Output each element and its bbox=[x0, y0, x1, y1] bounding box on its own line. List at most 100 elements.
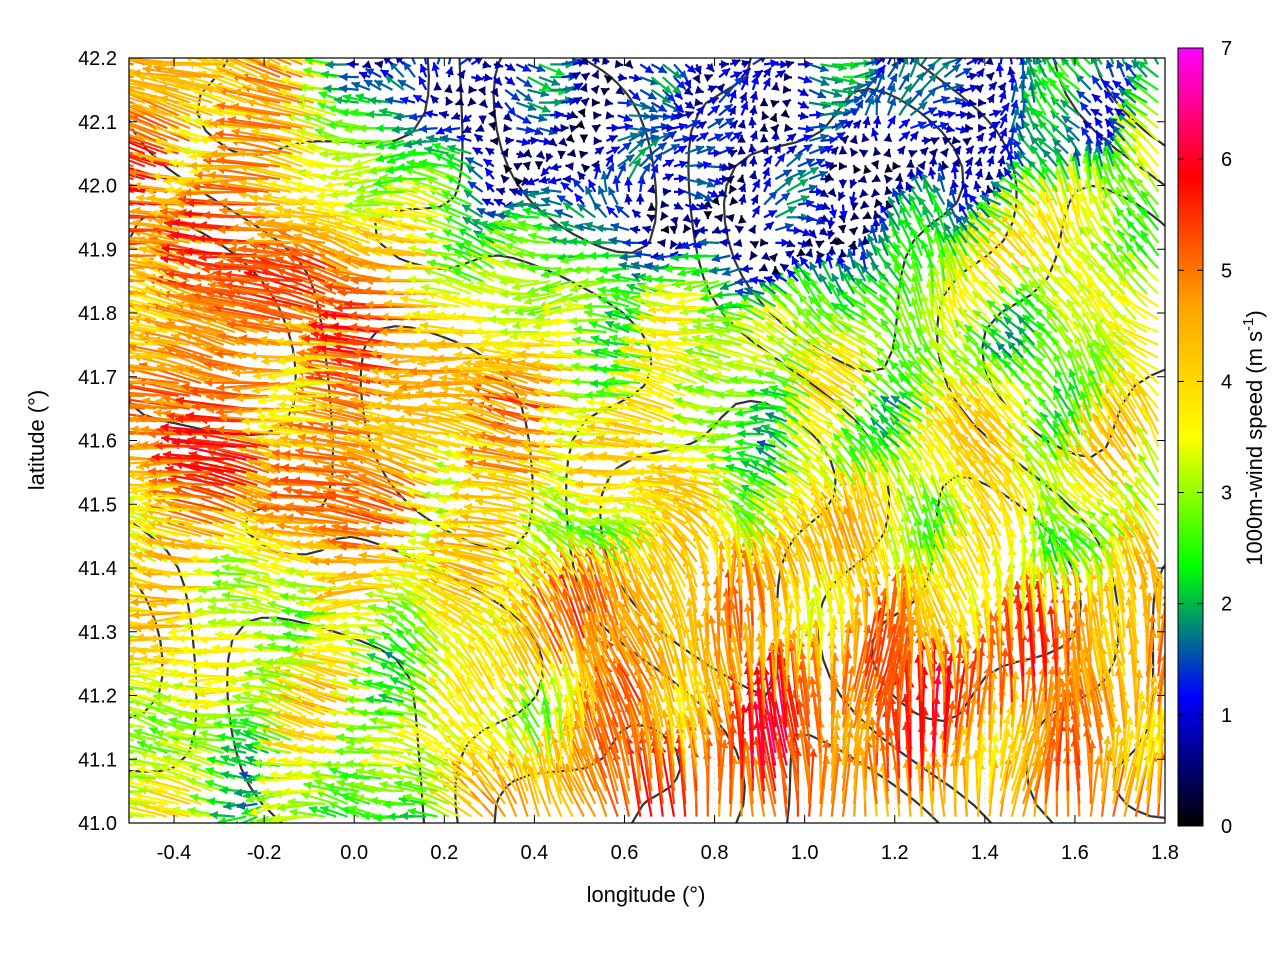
wind-vector bbox=[883, 148, 892, 158]
wind-vector bbox=[728, 149, 738, 158]
wind-vector bbox=[895, 181, 904, 192]
wind-vector bbox=[977, 145, 988, 155]
wind-vector bbox=[129, 280, 134, 283]
wind-vector bbox=[763, 221, 775, 231]
wind-vector bbox=[1066, 133, 1081, 155]
wind-vector bbox=[785, 144, 798, 155]
wind-vector bbox=[129, 407, 134, 410]
wind-vector bbox=[919, 146, 929, 157]
wind-vector bbox=[593, 136, 602, 146]
wind-vector bbox=[206, 756, 236, 767]
wind-vector bbox=[760, 145, 769, 155]
wind-vector bbox=[289, 808, 326, 818]
wind-vector bbox=[493, 198, 506, 207]
wind-vector bbox=[129, 596, 134, 601]
wind-vector bbox=[605, 205, 619, 219]
wind-vector bbox=[819, 739, 831, 804]
wind-vector bbox=[986, 155, 995, 167]
wind-vector bbox=[143, 743, 179, 754]
wind-vectors bbox=[129, 58, 1165, 823]
wind-vector bbox=[673, 174, 687, 183]
wind-vector bbox=[749, 250, 759, 261]
wind-vector bbox=[366, 785, 404, 795]
wind-vector bbox=[985, 171, 994, 181]
wind-vector bbox=[728, 184, 738, 195]
wind-vector bbox=[826, 217, 836, 229]
wind-vector bbox=[303, 781, 337, 793]
wind-vector bbox=[129, 546, 134, 550]
wind-vector bbox=[403, 780, 438, 793]
wind-vector bbox=[738, 183, 747, 193]
wind-vector bbox=[728, 162, 737, 171]
wind-vector bbox=[950, 164, 960, 180]
wind-vector bbox=[129, 483, 134, 487]
wind-vector bbox=[872, 147, 882, 157]
wind-vector bbox=[740, 264, 753, 274]
wind-vector bbox=[129, 356, 134, 359]
wind-vector bbox=[516, 137, 531, 147]
wind-vector bbox=[906, 159, 915, 168]
wind-vector bbox=[964, 156, 974, 167]
wind-vector bbox=[1089, 756, 1102, 817]
wind-vector bbox=[772, 143, 782, 155]
wind-vector bbox=[505, 731, 529, 767]
wind-vector bbox=[540, 165, 551, 177]
wind-vector bbox=[458, 736, 495, 767]
wind-vector bbox=[325, 782, 359, 793]
wind-vector bbox=[871, 174, 881, 183]
wind-vector bbox=[572, 178, 585, 193]
wind-vector bbox=[827, 229, 836, 240]
wind-vector bbox=[928, 191, 946, 218]
wind-vector bbox=[660, 225, 670, 234]
wind-vector bbox=[670, 216, 679, 226]
wind-vector bbox=[988, 129, 998, 142]
wind-vector bbox=[133, 791, 179, 805]
wind-vector bbox=[579, 150, 588, 159]
wind-vector bbox=[642, 225, 652, 234]
wind-vector bbox=[129, 802, 145, 805]
wind-vector bbox=[129, 151, 134, 155]
wind-vector bbox=[958, 202, 968, 218]
wind-vector bbox=[260, 801, 303, 811]
wind-vector bbox=[500, 174, 510, 184]
wind-vector bbox=[576, 171, 587, 181]
wind-vector bbox=[828, 204, 838, 219]
wind-vector bbox=[484, 167, 495, 180]
wind-vector bbox=[129, 343, 134, 346]
wind-vector bbox=[205, 767, 236, 780]
wind-vector bbox=[768, 252, 778, 263]
wind-vector bbox=[673, 187, 687, 197]
wind-vector bbox=[209, 810, 235, 820]
wind-vector bbox=[308, 805, 337, 818]
wind-vector bbox=[562, 174, 573, 184]
wind-vector bbox=[657, 238, 666, 248]
wind-vector bbox=[859, 188, 869, 199]
wind-vector bbox=[999, 127, 1008, 142]
wind-vector bbox=[758, 263, 769, 272]
wind-vector bbox=[972, 248, 1013, 282]
wind-vector bbox=[129, 292, 134, 295]
wind-vector bbox=[567, 148, 577, 158]
wind-vector bbox=[943, 700, 957, 766]
wind-vector bbox=[749, 130, 758, 142]
wind-vector bbox=[751, 205, 761, 218]
wind-vector bbox=[186, 777, 224, 793]
wind-vector bbox=[590, 160, 600, 170]
wind-vector bbox=[774, 192, 791, 206]
wind-vector bbox=[835, 237, 845, 246]
wind-vector bbox=[129, 805, 168, 818]
wind-vector bbox=[481, 198, 495, 207]
wind-vector bbox=[859, 200, 870, 210]
wind-vector bbox=[673, 201, 684, 211]
wind-vector bbox=[661, 263, 686, 272]
wind-vector bbox=[747, 224, 757, 235]
wind-vector bbox=[338, 620, 382, 630]
wind-vector bbox=[612, 175, 621, 193]
wind-vector bbox=[748, 170, 758, 180]
wind-vector bbox=[884, 186, 893, 196]
wind-vector bbox=[1100, 747, 1114, 805]
wind-vector bbox=[129, 813, 145, 818]
wind-vector bbox=[561, 715, 574, 766]
wind-vector bbox=[808, 748, 818, 817]
wind-vector bbox=[485, 147, 495, 157]
